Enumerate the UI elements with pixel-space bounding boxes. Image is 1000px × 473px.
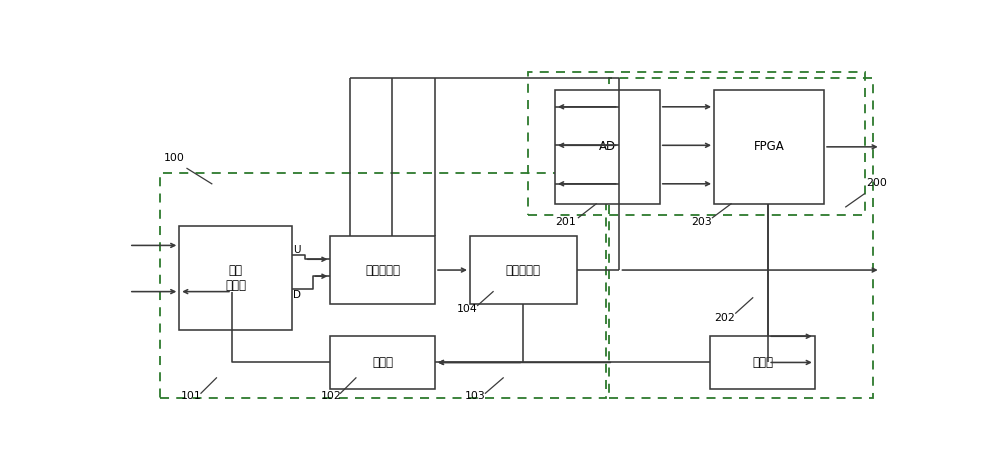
Text: U: U [293, 245, 301, 255]
Bar [555, 90, 660, 204]
Text: FPGA: FPGA [754, 140, 784, 153]
Bar [714, 90, 824, 204]
Text: 100: 100 [164, 153, 185, 163]
Text: D: D [293, 290, 301, 300]
Bar [330, 236, 435, 304]
Text: 200: 200 [866, 178, 887, 188]
Bar [609, 79, 873, 398]
Text: 101: 101 [181, 392, 202, 402]
Text: 202: 202 [714, 313, 735, 323]
Text: 104: 104 [457, 304, 477, 314]
Text: 鉴频
鉴相器: 鉴频 鉴相器 [225, 264, 246, 292]
Text: 压控振荡器: 压控振荡器 [506, 263, 541, 277]
Text: 203: 203 [691, 217, 712, 227]
Text: 103: 103 [464, 392, 485, 402]
Bar [710, 336, 815, 389]
Text: AD: AD [599, 140, 616, 153]
Bar [160, 173, 606, 398]
Text: 分频器: 分频器 [372, 356, 393, 369]
Text: 控制器: 控制器 [752, 356, 773, 369]
Text: 102: 102 [320, 392, 341, 402]
Bar [470, 236, 577, 304]
Text: 环路滤波器: 环路滤波器 [365, 263, 400, 277]
Bar [179, 226, 292, 330]
Bar [528, 72, 865, 215]
Text: 201: 201 [555, 217, 576, 227]
Bar [330, 336, 435, 389]
